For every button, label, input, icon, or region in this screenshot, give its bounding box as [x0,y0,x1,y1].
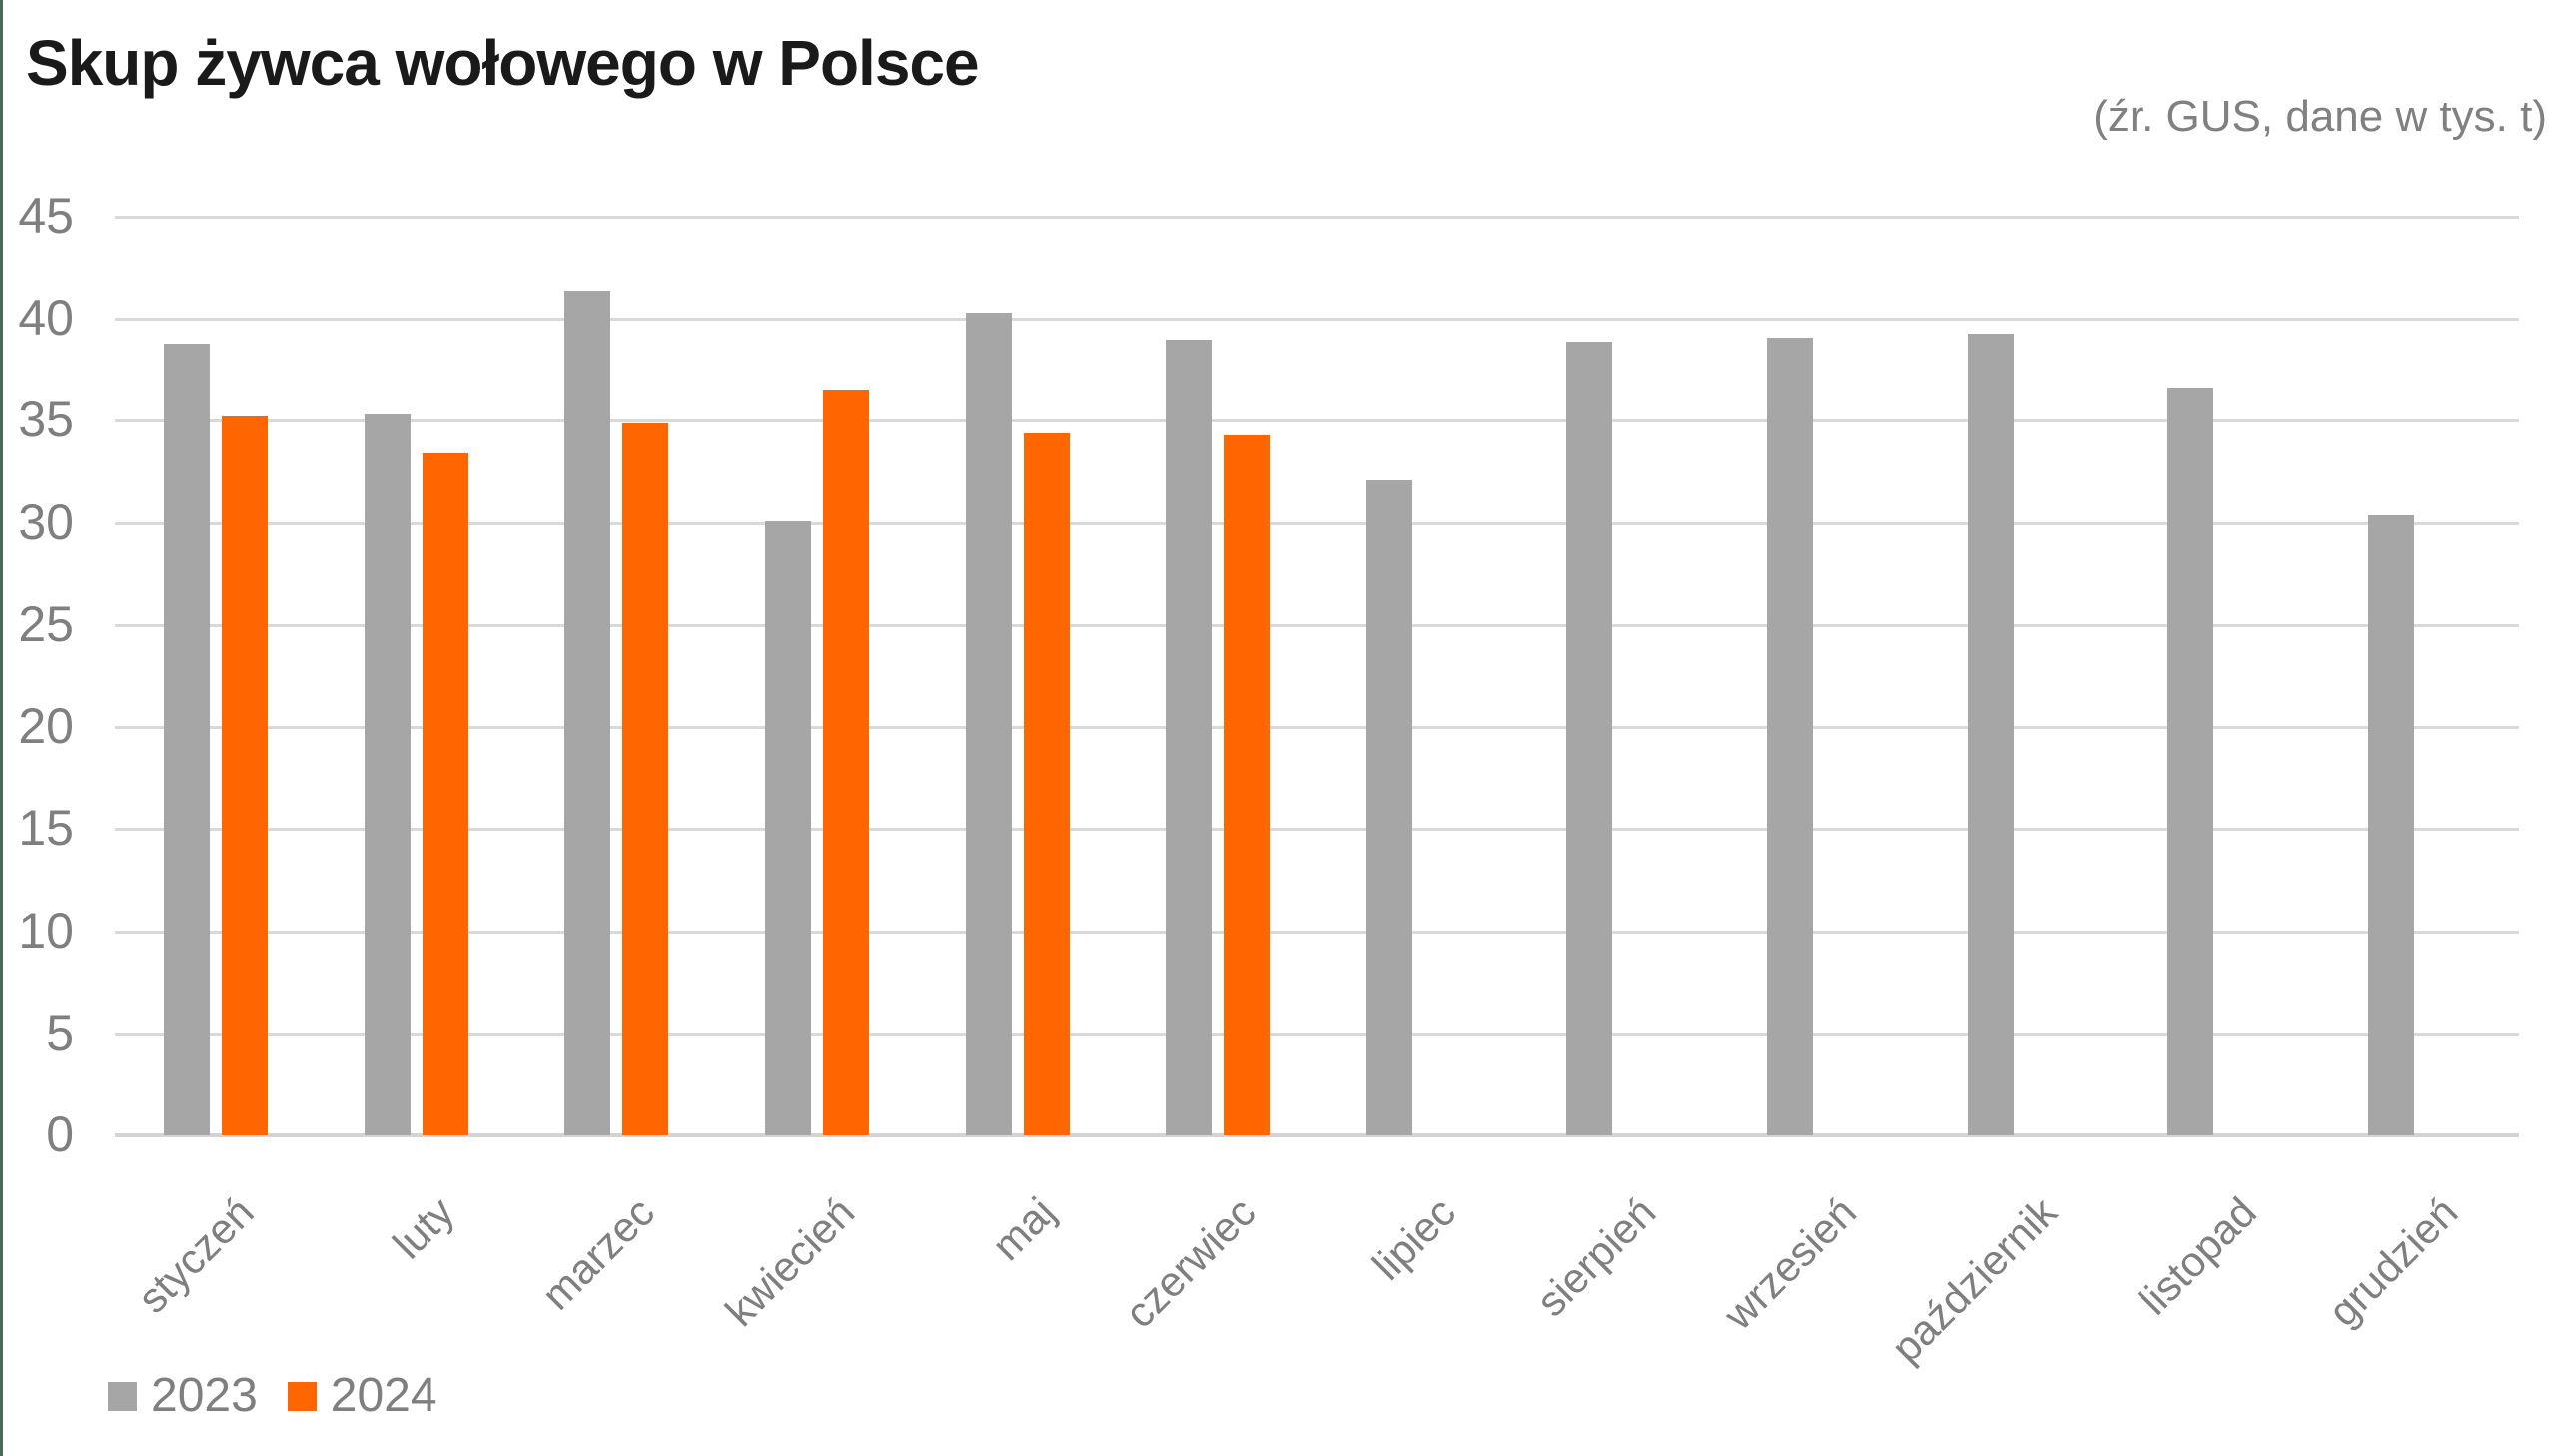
x-category-label: kwiecień [716,1188,864,1336]
bar-2023-czerwiec [1166,339,1213,1135]
gridline [115,521,2519,525]
y-tick-label: 35 [18,391,74,448]
y-tick-label: 15 [18,800,74,857]
gridline [115,726,2519,730]
legend-label: 2023 [151,1369,258,1422]
left-accent-stripe [0,0,3,1456]
x-category-label: marzec [532,1188,663,1319]
bar-2023-wrzesień [1766,337,1813,1135]
y-tick-label: 0 [46,1106,74,1162]
source-note: (źr. GUS, dane w tys. t) [2093,92,2547,141]
x-category-label: grudzień [2318,1188,2466,1336]
x-category-label: listopad [2130,1188,2266,1324]
x-category-label: styczeń [128,1188,263,1322]
y-tick-label: 40 [18,290,74,347]
x-category-label: czerwiec [1115,1188,1265,1337]
bar-2024-maj [1023,432,1070,1135]
x-category-label: lipiec [1363,1188,1465,1289]
bar-2023-maj [965,313,1012,1135]
bar-2023-kwiecień [765,520,812,1135]
gridline [115,930,2519,934]
gridline [115,828,2519,832]
x-axis-line [115,1133,2519,1137]
bar-2023-lipiec [1365,479,1412,1135]
gridline [115,1032,2519,1036]
bar-2023-sierpień [1566,341,1613,1135]
bar-2023-styczeń [164,343,211,1135]
chart-title: Skup żywca wołowego w Polsce [26,27,980,99]
x-category-label: październik [1882,1188,2066,1372]
legend-item-2023: 2023 [108,1372,258,1420]
y-tick-label: 20 [18,698,74,755]
gridline [115,318,2519,322]
legend-item-2024: 2024 [287,1369,437,1422]
gridline [115,419,2519,423]
bar-2023-grudzień [2367,514,2414,1135]
bar-2023-luty [364,414,411,1135]
y-tick-label: 45 [18,188,74,245]
legend-label: 2024 [330,1369,437,1422]
bar-2024-marzec [622,422,669,1135]
bar-2024-styczeń [222,416,269,1135]
gridline [115,216,2519,220]
y-tick-label: 5 [46,1004,74,1061]
legend-swatch-2023 [108,1381,137,1411]
bar-2024-kwiecień [823,389,870,1135]
legend-swatch-2024 [287,1381,317,1411]
bar-2024-czerwiec [1224,434,1271,1135]
y-tick-label: 10 [18,902,74,959]
y-tick-label: 25 [18,595,74,652]
y-tick-label: 30 [18,493,74,550]
bar-2023-październik [1967,333,2014,1135]
chart-legend: 2023 2024 [108,1372,437,1420]
x-category-label: maj [982,1188,1064,1270]
x-category-label: luty [383,1188,463,1268]
bar-2023-marzec [564,290,611,1135]
x-category-label: wrzesień [1714,1188,1866,1339]
gridline [115,623,2519,627]
bar-2023-listopad [2167,387,2214,1135]
bar-2024-luty [422,453,468,1135]
x-category-label: sierpień [1527,1188,1665,1326]
